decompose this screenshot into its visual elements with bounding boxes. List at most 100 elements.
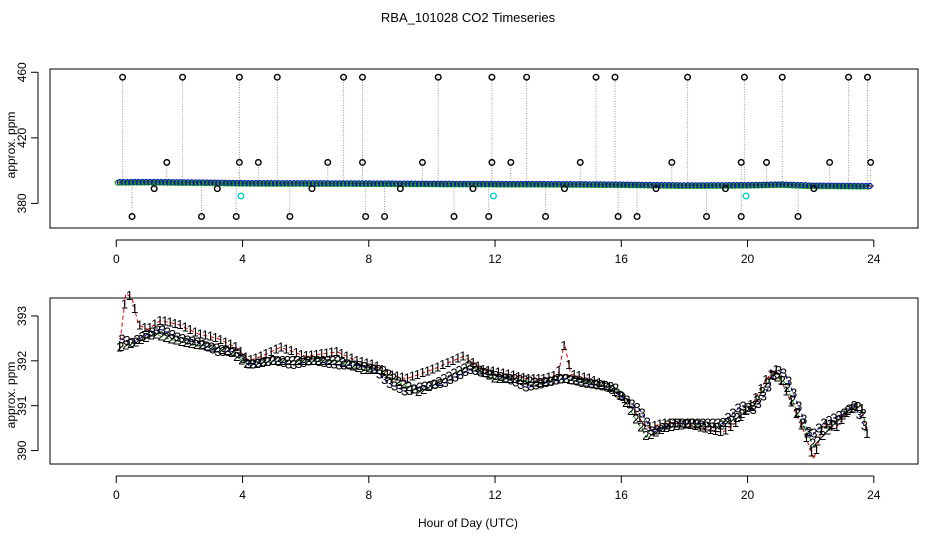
series-3-point: 3	[128, 335, 135, 350]
series-1-point: 1	[833, 419, 840, 434]
series-2-point: 2	[476, 362, 483, 377]
series-1-point: 1	[515, 369, 522, 384]
series-1-point: 1	[181, 320, 188, 335]
series-2-point: 2	[531, 374, 538, 389]
series-3-point: 3	[689, 416, 696, 431]
series-3-point: 3	[229, 344, 236, 359]
series-3-point: 3	[154, 323, 161, 338]
series-3-point: 3	[255, 356, 262, 371]
series-2-point: 2	[632, 411, 639, 426]
series-2-point: 2	[329, 353, 336, 368]
series-2-point: 2	[753, 392, 760, 407]
series-1-point: 1	[348, 351, 355, 366]
series-1-point: 1	[641, 417, 648, 432]
series-2-point: 2	[728, 413, 735, 428]
series-2-point: 2	[693, 417, 700, 432]
series-3-point: 3	[214, 344, 221, 359]
series-1-point: 1	[651, 418, 658, 433]
series-1-point: 1	[383, 366, 390, 381]
mid-spike-point	[737, 158, 745, 166]
series-2-point: 2	[516, 372, 523, 387]
series-1-point: 1	[787, 394, 794, 409]
series-3-point: 3	[669, 416, 676, 431]
series-1-point: 1	[399, 370, 406, 385]
series-2-point: 2	[607, 379, 614, 394]
series-3-point: 3	[189, 334, 196, 349]
series-1-point: 1	[404, 371, 411, 386]
series-2-point: 2	[733, 410, 740, 425]
high-spike-point	[235, 73, 243, 81]
series-2-point: 2	[541, 374, 548, 389]
series-3-point: 3	[628, 396, 635, 411]
series-3-point: 3	[861, 418, 868, 433]
low-spike-point	[542, 213, 550, 221]
series-1-point: 1	[277, 340, 284, 355]
series-1-point: 1	[252, 350, 259, 365]
series-1-point: 1	[838, 412, 845, 427]
series-2-point: 2	[142, 330, 149, 345]
bottom-x-tick-label: 16	[615, 488, 629, 502]
series-3-point: 3	[442, 375, 449, 390]
series-2-point: 2	[279, 353, 286, 368]
series-2-point: 2	[627, 403, 634, 418]
series-1-point: 1	[192, 324, 199, 339]
low-spike-point	[198, 213, 206, 221]
series-2-point: 2	[683, 416, 690, 431]
series-3-point: 3	[133, 332, 140, 347]
series-1-point: 1	[328, 345, 335, 360]
series-3-point: 3	[462, 364, 469, 379]
series-1-point: 1	[358, 354, 365, 369]
series-1-point: 1	[227, 337, 234, 352]
series-3-point: 3	[729, 405, 736, 420]
series-3-point: 3	[199, 337, 206, 352]
series-1-point: 1	[777, 373, 784, 388]
series-1-point: 1	[762, 372, 769, 387]
series-2-point: 2	[577, 374, 584, 389]
series-3-point: 3	[654, 423, 661, 438]
series-3-point: 3	[376, 366, 383, 381]
high-spike-point	[273, 73, 281, 81]
series-3-point: 3	[517, 377, 524, 392]
series-2-point: 2	[455, 363, 462, 378]
series-2-point: 2	[304, 353, 311, 368]
series-1-point: 1	[707, 422, 714, 437]
series-1-point: 1	[863, 426, 870, 441]
series-2-point: 2	[324, 353, 331, 368]
series-2-point: 2	[592, 376, 599, 391]
series-2-point: 2	[703, 418, 710, 433]
series-3-point: 3	[224, 344, 231, 359]
series-1-point: 1	[368, 357, 375, 372]
series-2-point: 2	[127, 336, 134, 351]
series-2-point: 2	[657, 422, 664, 437]
series-3-point: 3	[775, 363, 782, 378]
series-1-point: 1	[585, 371, 592, 386]
series-1-point: 1	[187, 322, 194, 337]
series-3-point: 3	[825, 413, 832, 428]
series-3-point: 3	[603, 379, 610, 394]
series-1-point: 1	[697, 419, 704, 434]
series-2-point: 2	[319, 353, 326, 368]
series-3-point: 3	[709, 416, 716, 431]
series-3-point: 3	[245, 357, 252, 372]
series-1-point: 1	[631, 403, 638, 418]
series-1-point: 1	[202, 328, 209, 343]
series-1-point: 1	[823, 417, 830, 432]
series-3-point: 3	[694, 416, 701, 431]
mid-spike-point	[867, 158, 875, 166]
series-1-point: 1	[288, 343, 295, 358]
series-1-point: 1	[737, 409, 744, 424]
series-2-point: 2	[208, 340, 215, 355]
series-1-point: 1	[606, 380, 613, 395]
series-2-point: 2	[466, 358, 473, 373]
top-x-tick-label: 8	[365, 252, 372, 266]
series-1-point: 1	[419, 365, 426, 380]
series-2-point: 2	[334, 353, 341, 368]
series-2-point: 2	[450, 366, 457, 381]
bottom-x-tick-label: 0	[113, 488, 120, 502]
series-2-point: 2	[597, 377, 604, 392]
series-3-point: 3	[563, 371, 570, 386]
series-2-point: 2	[420, 382, 427, 397]
low-spike-point	[232, 213, 240, 221]
series-1-point: 1	[591, 373, 598, 388]
series-1-point: 1	[555, 363, 562, 378]
